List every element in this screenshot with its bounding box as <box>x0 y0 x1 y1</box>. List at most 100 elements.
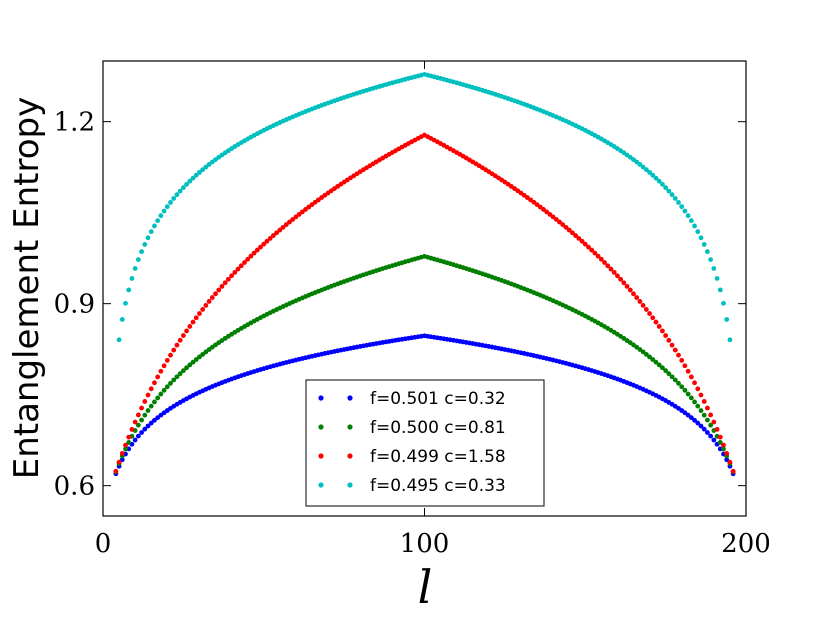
data-point <box>123 300 128 306</box>
data-point <box>685 412 691 418</box>
data-point <box>701 241 707 247</box>
data-point <box>672 377 678 383</box>
data-point <box>242 260 247 265</box>
data-point <box>184 328 189 334</box>
data-point <box>119 317 125 322</box>
data-point <box>148 229 154 235</box>
data-point <box>643 167 649 173</box>
data-point <box>261 241 267 247</box>
data-point <box>283 222 289 228</box>
data-point <box>161 387 167 393</box>
data-point <box>557 219 562 225</box>
data-point <box>688 374 694 380</box>
data-point <box>200 167 206 173</box>
data-point <box>200 307 206 312</box>
data-point <box>152 223 157 229</box>
legend-marker <box>347 453 353 459</box>
data-point <box>248 253 254 259</box>
data-point <box>727 459 733 465</box>
data-point <box>663 185 669 191</box>
data-point <box>258 244 263 250</box>
data-point <box>679 384 685 390</box>
series-2 <box>113 253 736 475</box>
data-point <box>605 263 611 269</box>
data-point <box>132 437 138 443</box>
data-point <box>142 241 148 247</box>
data-point <box>669 374 675 380</box>
data-point <box>653 175 659 181</box>
data-point <box>187 178 193 184</box>
data-point <box>650 315 656 321</box>
data-point <box>698 235 704 241</box>
data-point <box>647 169 652 175</box>
data-point <box>171 347 177 353</box>
data-point <box>135 422 141 428</box>
y-tick-label: 1.2 <box>54 108 95 138</box>
data-point <box>145 392 151 398</box>
data-point <box>142 426 148 432</box>
data-point <box>569 230 575 236</box>
data-point <box>589 247 595 253</box>
data-point <box>148 386 154 392</box>
legend: f=0.501 c=0.32 f=0.500 c=0.81 f=0.499 c=1.… <box>305 379 545 507</box>
data-point <box>139 430 144 435</box>
data-point <box>663 333 669 338</box>
data-point <box>698 392 704 398</box>
data-point <box>123 446 128 452</box>
data-point <box>155 218 161 224</box>
data-point <box>184 181 189 187</box>
data-point <box>688 415 694 421</box>
data-point <box>148 420 154 426</box>
data-point <box>193 357 199 362</box>
data-point <box>177 188 183 194</box>
data-point <box>692 223 697 229</box>
data-point <box>579 238 585 244</box>
data-point <box>618 276 624 282</box>
data-point <box>229 273 235 279</box>
data-point <box>717 434 723 440</box>
data-point <box>701 426 707 432</box>
data-point <box>685 213 691 219</box>
data-point <box>721 446 726 452</box>
data-point <box>164 357 170 363</box>
data-point <box>660 365 665 371</box>
data-point <box>197 354 202 360</box>
legend-marker <box>347 395 353 401</box>
y-tick-label: 0.9 <box>54 290 95 320</box>
data-point <box>624 283 630 289</box>
data-point <box>187 324 193 329</box>
data-point <box>155 374 161 380</box>
data-point <box>682 208 688 214</box>
data-point <box>705 249 710 255</box>
series-4 <box>116 71 733 343</box>
data-point <box>615 273 620 279</box>
data-point <box>563 224 569 230</box>
data-point <box>155 395 161 401</box>
data-point <box>213 291 218 297</box>
data-point <box>653 319 659 325</box>
data-point <box>714 276 720 281</box>
data-point <box>708 422 714 428</box>
data-point <box>695 403 701 409</box>
data-point <box>692 399 697 405</box>
data-point <box>647 354 652 360</box>
data-point <box>721 442 726 448</box>
data-point <box>611 269 617 275</box>
data-point <box>717 287 723 293</box>
data-point <box>705 417 710 423</box>
data-point <box>174 374 180 380</box>
data-point <box>129 427 135 432</box>
data-point <box>113 468 119 474</box>
data-point <box>717 440 723 445</box>
data-point <box>676 352 681 358</box>
data-point <box>650 172 656 178</box>
data-point <box>602 260 607 265</box>
data-point <box>232 269 238 275</box>
data-point <box>280 224 286 230</box>
data-point <box>264 238 270 244</box>
data-point <box>139 405 144 411</box>
data-point <box>653 359 659 365</box>
data-point <box>685 368 691 374</box>
legend-marker <box>318 453 324 459</box>
data-point <box>161 363 167 369</box>
